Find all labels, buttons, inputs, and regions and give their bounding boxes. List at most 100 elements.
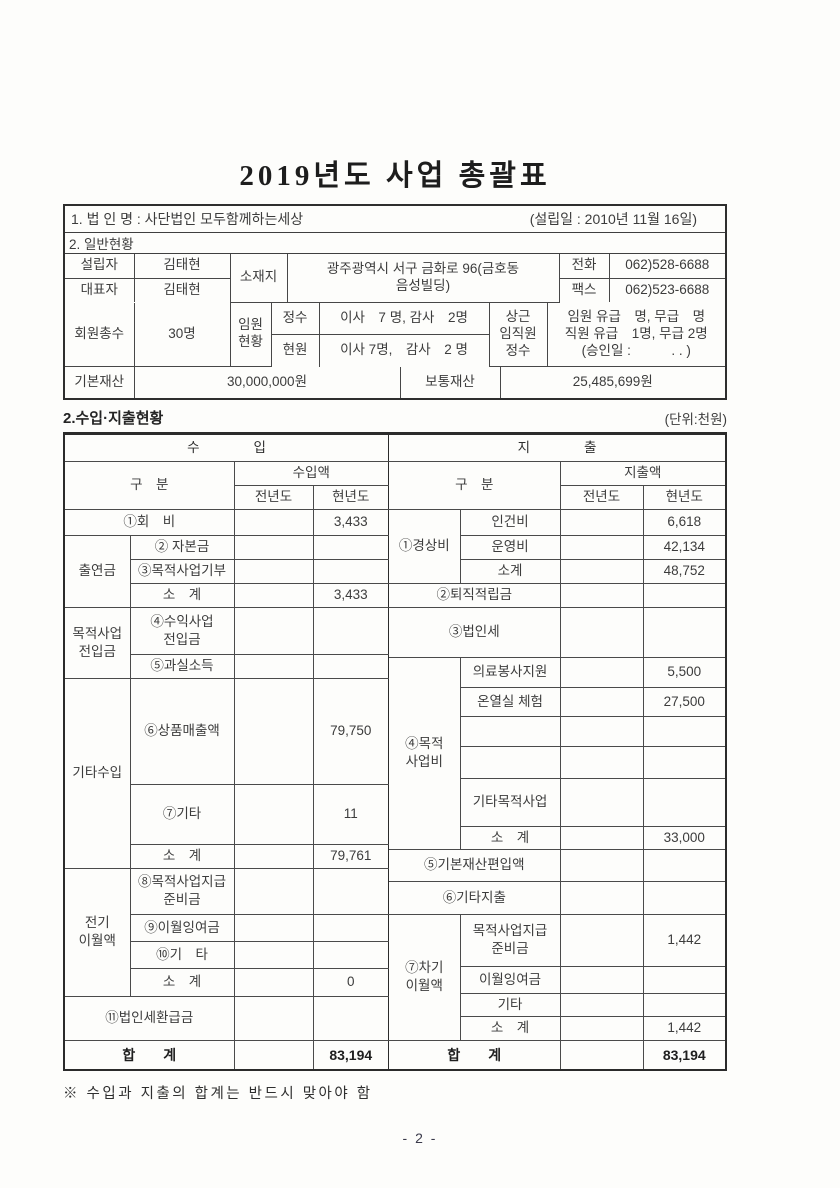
cell-curr xyxy=(642,992,725,1017)
representative-label: 대표자 xyxy=(65,277,135,302)
founder-table: 설립자 김태현 소재지 광주광역시 서구 금화로 96(금호동 음성빌딩) 전화… xyxy=(65,254,725,303)
current-value: 이사 7명, 감사 2 명 xyxy=(318,334,489,367)
cell-curr: 1,442 xyxy=(642,913,725,967)
row-label: ④수익사업 전입금 xyxy=(129,606,235,655)
expense-table: 지 출 구 분 지출액 전년도 현년도 ①경상비 인건비 6,618 운영비 4… xyxy=(389,435,725,1069)
income-col-amount: 수입액 xyxy=(233,460,389,486)
cell-curr xyxy=(312,558,389,584)
expense-band-title: 지 출 xyxy=(389,435,725,462)
table-row: 출연금 ② 자본금 xyxy=(65,534,389,608)
cell-curr xyxy=(312,606,389,655)
expense-col-amount: 지출액 xyxy=(559,460,725,486)
cell-prev xyxy=(559,965,644,994)
cell-curr xyxy=(642,715,725,747)
address-label: 소재지 xyxy=(229,254,288,303)
cell-prev xyxy=(233,534,314,560)
table-row: 전년도 현년도 xyxy=(389,484,725,510)
current-label: 현원 xyxy=(271,334,320,367)
group-label: 전기 이월액 xyxy=(65,867,131,997)
income-total-label: 합 계 xyxy=(65,1039,235,1069)
table-row: 수 입 xyxy=(65,435,389,462)
basic-asset-value: 30,000,000원 xyxy=(133,367,401,398)
expense-col-prev: 전년도 xyxy=(560,484,644,510)
ordinary-asset-label: 보통재산 xyxy=(399,367,501,398)
cell-prev xyxy=(233,940,314,969)
cell-curr xyxy=(312,940,389,969)
quota-label: 정수 xyxy=(270,302,320,335)
cell-prev xyxy=(559,913,644,967)
row-label: ⑥상품매출액 xyxy=(129,677,235,785)
cell-curr xyxy=(642,848,725,882)
table-row: 합 계 83,194 xyxy=(389,1039,725,1069)
page-number: - 2 - xyxy=(402,1130,438,1146)
cell-prev xyxy=(559,534,644,560)
cell-prev xyxy=(233,606,314,655)
table-row: 소 계 33,000 xyxy=(389,825,725,850)
row-label: ⑤과실소득 xyxy=(130,653,235,679)
basic-asset-label: 기본재산 xyxy=(65,367,135,398)
cell-prev xyxy=(233,913,314,942)
corp-name-label: 1. 법 인 명 : 사단법인 모두함께하는세상 xyxy=(71,211,304,227)
row-label: 소 계 xyxy=(460,1015,561,1041)
table-row: 구 분 지출액 xyxy=(389,460,725,510)
phone-label: 전화 xyxy=(558,254,610,279)
cell-prev xyxy=(233,783,314,845)
table-row: 회원총수 30명 임원 현황 정수 이사 7 명, 감사 2명 상근 임직원 정… xyxy=(65,302,725,367)
table-row: 지 출 xyxy=(389,435,725,462)
row-label: 의료봉사지원 xyxy=(459,656,561,688)
general-status-heading: 2. 일반현황 xyxy=(65,233,725,254)
cell-prev xyxy=(559,656,644,688)
cell-prev xyxy=(559,1039,644,1069)
cell-curr: 3,433 xyxy=(312,508,389,536)
page-title: 2019년도 사업 총괄표 xyxy=(239,160,551,192)
group-label: ④목적 사업비 xyxy=(389,656,461,850)
table-row: ⑦기타 11 xyxy=(65,783,389,845)
row-label: ③법인세 xyxy=(389,606,561,658)
row-label: 소 계 xyxy=(130,967,235,997)
group-label: 기타수입 xyxy=(65,677,131,869)
fax-label: 팩스 xyxy=(558,277,610,302)
founder-value: 김태현 xyxy=(133,254,231,279)
table-row: 소 계 1,442 xyxy=(389,1015,725,1041)
row-label xyxy=(460,715,561,747)
members-label: 회원총수 xyxy=(65,302,135,367)
document-sheet: 2019년도 사업 총괄표 1. 법 인 명 : 사단법인 모두함께하는세상 (… xyxy=(63,0,727,1103)
table-row: ⑤기본재산편입액 xyxy=(389,848,725,882)
cell-curr: 33,000 xyxy=(642,825,725,850)
corp-name-row: 1. 법 인 명 : 사단법인 모두함께하는세상 (설립일 : 2010년 11… xyxy=(65,206,725,233)
row-label: ⑦기타 xyxy=(130,783,235,845)
table-row: 소 계 79,761 xyxy=(65,843,389,869)
table-row: 이월잉여금 xyxy=(389,965,725,994)
phone-value: 062)528-6688 xyxy=(608,254,725,279)
cell-prev xyxy=(559,715,644,747)
cell-prev xyxy=(233,558,314,584)
table-row: 운영비 42,134 xyxy=(389,534,725,560)
row-label: 기타목적사업 xyxy=(460,777,561,827)
table-row: ②퇴직적립금 xyxy=(389,582,725,608)
cell-prev xyxy=(559,848,644,882)
group-label: 목적사업 전입금 xyxy=(65,606,131,679)
cell-prev xyxy=(233,967,314,997)
address-value: 광주광역시 서구 금화로 96(금호동 음성빌딩) xyxy=(286,254,560,303)
row-label: ⑧목적사업지급 준비금 xyxy=(129,867,235,915)
established-date: (설립일 : 2010년 11월 16일) xyxy=(529,211,697,227)
income-col-category: 구 분 xyxy=(65,460,235,510)
cell-prev xyxy=(233,508,314,536)
cell-prev xyxy=(559,777,644,827)
cell-prev xyxy=(233,1039,314,1069)
cell-curr xyxy=(642,745,725,779)
cell-curr: 1,442 xyxy=(642,1015,725,1041)
group-label: ①경상비 xyxy=(389,508,461,584)
income-total-value: 83,194 xyxy=(312,1039,389,1069)
table-row: 소계 48,752 xyxy=(389,558,725,584)
fax-value: 062)523-6688 xyxy=(608,277,725,302)
income-band-title: 수 입 xyxy=(65,435,389,462)
cell-prev xyxy=(559,686,644,717)
row-label: 소계 xyxy=(460,558,561,584)
expense-col-curr: 현년도 xyxy=(642,484,725,510)
row-label: 소 계 xyxy=(130,582,235,608)
officers-label: 임원 현황 xyxy=(229,302,272,367)
cell-curr xyxy=(312,867,389,915)
table-row: 소 계 3,433 xyxy=(65,582,389,608)
table-row: 기타목적사업 xyxy=(389,777,725,827)
